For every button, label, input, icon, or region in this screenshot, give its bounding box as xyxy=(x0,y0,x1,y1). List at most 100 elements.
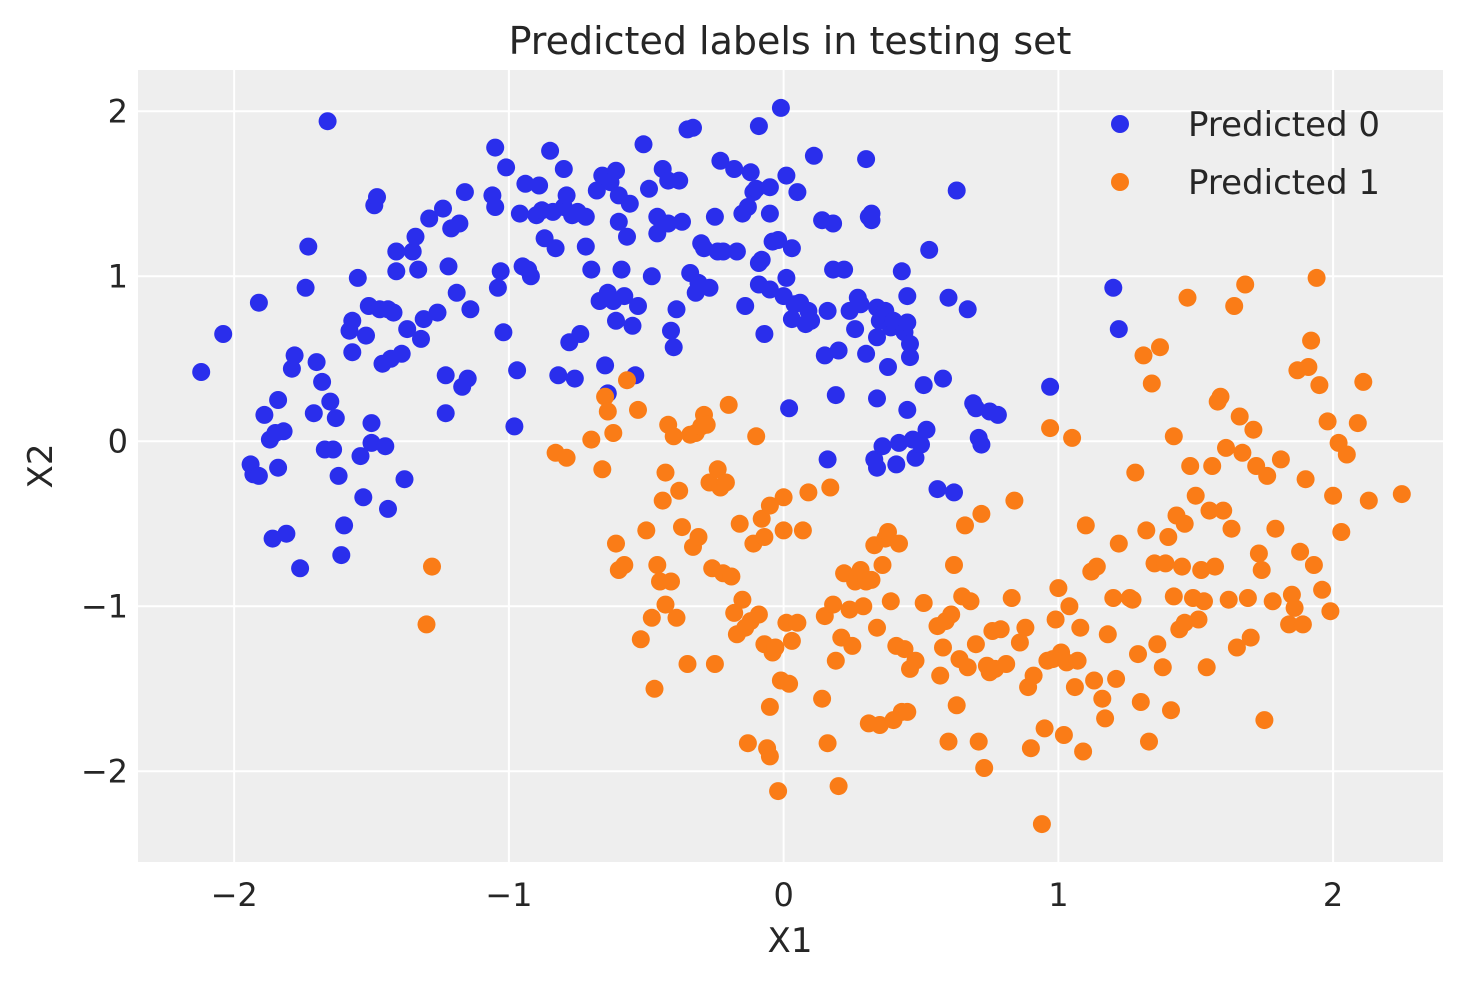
scatter-point-predicted-1 xyxy=(1071,618,1090,637)
scatter-point-predicted-0 xyxy=(802,311,821,330)
scatter-point-predicted-1 xyxy=(1304,556,1323,574)
scatter-point-predicted-0 xyxy=(609,212,628,231)
scatter-point-predicted-0 xyxy=(326,409,345,428)
scatter-point-predicted-1 xyxy=(1186,486,1205,505)
scatter-point-predicted-0 xyxy=(362,433,381,452)
scatter-point-predicted-1 xyxy=(1296,470,1315,489)
scatter-point-predicted-0 xyxy=(554,160,573,178)
scatter-point-predicted-1 xyxy=(1024,666,1043,685)
scatter-point-predicted-1 xyxy=(879,523,897,541)
scatter-point-predicted-0 xyxy=(249,293,268,312)
scatter-point-predicted-1 xyxy=(733,590,752,609)
scatter-point-predicted-1 xyxy=(1016,618,1035,637)
scatter-point-predicted-0 xyxy=(321,392,340,411)
scatter-point-predicted-1 xyxy=(1392,485,1411,504)
scatter-point-predicted-0 xyxy=(491,262,510,281)
scatter-point-predicted-1 xyxy=(1266,519,1285,538)
scatter-point-predicted-0 xyxy=(892,262,911,281)
scatter-point-predicted-0 xyxy=(324,440,343,459)
scatter-point-predicted-1 xyxy=(895,640,914,659)
scatter-point-predicted-1 xyxy=(1164,427,1183,446)
scatter-point-predicted-0 xyxy=(711,151,730,170)
scatter-point-predicted-1 xyxy=(656,463,675,482)
scatter-point-predicted-0 xyxy=(615,287,634,306)
scatter-point-predicted-1 xyxy=(898,702,917,721)
scatter-point-predicted-1 xyxy=(966,635,985,654)
scatter-point-predicted-1 xyxy=(1280,615,1299,634)
scatter-point-predicted-1 xyxy=(1085,671,1104,690)
scatter-point-predicted-1 xyxy=(1010,633,1029,652)
scatter-point-predicted-0 xyxy=(898,313,917,332)
scatter-point-predicted-0 xyxy=(747,179,766,198)
scatter-point-predicted-0 xyxy=(629,297,647,315)
scatter-point-predicted-1 xyxy=(1227,638,1246,657)
scatter-point-predicted-1 xyxy=(615,556,634,574)
scatter-point-predicted-1 xyxy=(1263,592,1282,611)
scatter-point-predicted-0 xyxy=(296,278,315,297)
scatter-point-predicted-0 xyxy=(304,404,323,423)
scatter-point-predicted-1 xyxy=(1063,428,1082,447)
scatter-point-predicted-1 xyxy=(793,521,812,540)
scatter-point-predicted-0 xyxy=(436,366,455,385)
scatter-point-predicted-0 xyxy=(988,405,1007,424)
scatter-point-predicted-0 xyxy=(1109,320,1128,339)
scatter-point-predicted-1 xyxy=(829,777,848,796)
scatter-point-predicted-0 xyxy=(700,278,719,297)
scatter-point-predicted-0 xyxy=(420,209,439,228)
legend-marker-predicted-0 xyxy=(1111,115,1129,133)
scatter-point-predicted-0 xyxy=(755,325,774,343)
scatter-point-predicted-1 xyxy=(881,592,900,611)
x-tick-label: −2 xyxy=(211,876,258,914)
scatter-point-predicted-1 xyxy=(1065,678,1084,697)
scatter-point-predicted-0 xyxy=(607,161,625,180)
scatter-point-predicted-0 xyxy=(857,150,876,169)
scatter-point-predicted-0 xyxy=(642,267,661,286)
scatter-point-predicted-1 xyxy=(1076,516,1095,535)
scatter-point-predicted-0 xyxy=(826,386,845,405)
scatter-point-predicted-0 xyxy=(760,280,779,299)
scatter-point-predicted-1 xyxy=(618,371,636,390)
scatter-point-predicted-1 xyxy=(934,638,952,657)
scatter-point-predicted-0 xyxy=(439,257,458,276)
scatter-point-predicted-0 xyxy=(354,488,373,507)
scatter-point-predicted-1 xyxy=(1060,597,1079,616)
scatter-point-predicted-1 xyxy=(1046,610,1065,629)
scatter-point-predicted-0 xyxy=(815,346,834,365)
scatter-point-predicted-1 xyxy=(1142,374,1161,393)
scatter-point-predicted-0 xyxy=(667,300,686,319)
scatter-point-predicted-1 xyxy=(1203,457,1222,475)
scatter-point-predicted-1 xyxy=(755,528,774,546)
scatter-point-predicted-0 xyxy=(521,267,540,286)
scatter-point-predicted-1 xyxy=(604,424,623,442)
scatter-point-predicted-1 xyxy=(826,651,845,670)
scatter-point-predicted-1 xyxy=(667,608,686,627)
scatter-point-predicted-0 xyxy=(851,295,870,314)
x-tick-label: 0 xyxy=(773,876,793,914)
scatter-point-predicted-0 xyxy=(725,160,744,178)
scatter-point-predicted-1 xyxy=(648,556,667,574)
scatter-point-predicted-0 xyxy=(486,198,505,216)
scatter-point-predicted-0 xyxy=(409,260,428,279)
scatter-point-predicted-0 xyxy=(662,321,680,340)
scatter-point-predicted-0 xyxy=(612,260,631,279)
scatter-point-predicted-1 xyxy=(593,460,612,479)
scatter-point-predicted-0 xyxy=(945,483,963,502)
scatter-point-predicted-1 xyxy=(730,514,749,533)
scatter-point-predicted-1 xyxy=(1005,491,1024,510)
scatter-point-predicted-0 xyxy=(857,344,876,363)
scatter-point-predicted-1 xyxy=(670,481,689,500)
scatter-point-predicted-1 xyxy=(1230,407,1249,426)
scatter-point-predicted-0 xyxy=(780,399,799,418)
scatter-point-predicted-0 xyxy=(269,458,288,477)
scatter-point-predicted-1 xyxy=(1129,645,1147,664)
scatter-point-predicted-0 xyxy=(436,404,455,423)
y-axis-label: X2 xyxy=(21,444,61,489)
scatter-point-predicted-1 xyxy=(1126,463,1145,482)
scatter-point-predicted-0 xyxy=(376,437,395,456)
scatter-point-predicted-0 xyxy=(263,529,282,548)
scatter-point-predicted-1 xyxy=(1307,268,1326,287)
scatter-point-predicted-0 xyxy=(939,288,958,307)
scatter-point-predicted-0 xyxy=(192,363,211,381)
scatter-point-predicted-1 xyxy=(752,509,771,528)
y-tick-label: 1 xyxy=(108,257,128,295)
